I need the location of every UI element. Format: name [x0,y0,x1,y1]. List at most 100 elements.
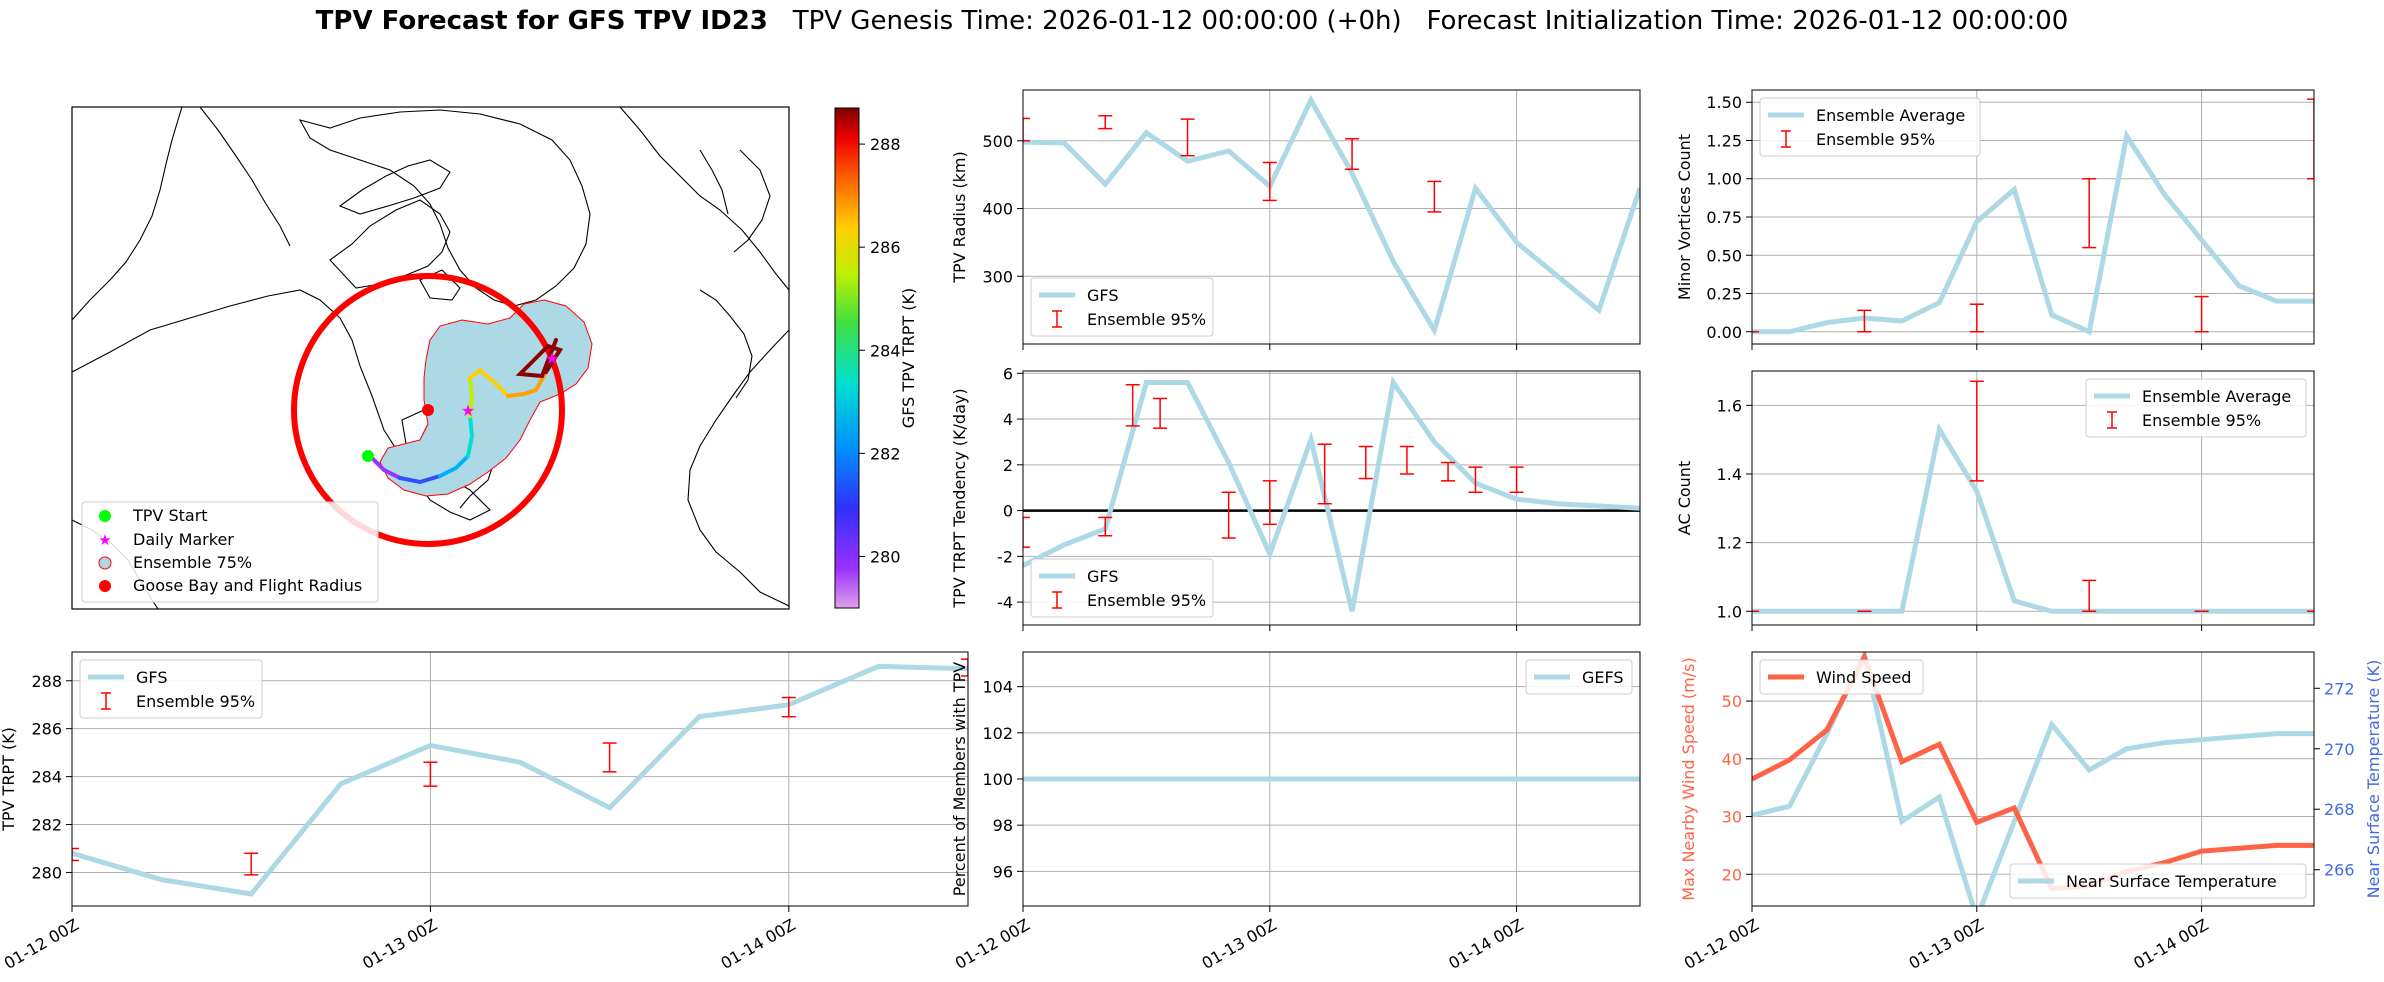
legend-ensemble75: Ensemble 75% [133,553,252,572]
series-ensemble-average [1752,422,2314,614]
y-tick-label: 98 [993,816,1013,835]
legend-label: Ensemble 95% [1087,591,1206,610]
legend-label: GFS [1087,567,1118,586]
chart-trpt: 280 282 284 286 288 01-12 00Z 01-13 00Z 01-14 0… [0,651,969,973]
colorbar-tick-label: 288 [870,135,901,154]
error-bar [72,847,79,862]
chart-tendency: -4 -2 0 2 4 6 TPV TRPT Tendency (K/day) GFS Ense… [950,364,1641,631]
y-tick-label: 1.2 [1717,534,1742,553]
y-tick-label: 100 [982,770,1013,789]
error-bar [244,852,259,876]
figure-title: TPV Forecast for GFS TPV ID23 TPV Genesi… [0,6,2384,36]
legend-wind-secondary: Near Surface Temperature [2009,863,2307,899]
tpv-start-marker [362,450,374,462]
colorbar-tick-label: 280 [870,547,901,566]
y-tick-label: 286 [31,720,62,739]
legend-trpt: GFS Ensemble 95% [79,659,263,719]
legend-label: GEFS [1582,668,1624,687]
axes-frame [1751,370,2315,626]
y-tick-label: 288 [31,672,62,691]
axes-frame [71,651,969,907]
error-bar [2082,579,2097,613]
legend-label: GFS [136,668,167,687]
y-tick-label: 50 [1722,692,1742,711]
legend-tpv-start: TPV Start [132,506,208,525]
error-bar [1317,443,1332,505]
y-tick-label: 30 [1722,808,1742,827]
y-tick-label: 102 [982,724,1013,743]
error-bar [423,761,438,787]
error-bar [781,696,796,718]
y-tick-label: 300 [982,267,1013,286]
y-tick-label: 96 [993,862,1013,881]
error-bar [1262,161,1277,202]
legend-radius: GFS Ensemble 95% [1030,277,1214,337]
y-tick-label: -2 [997,547,1013,566]
legend-goose-bay: Goose Bay and Flight Radius [133,576,362,595]
daily-marker-1: ★ [461,401,475,420]
colorbar-tick-label: 282 [870,444,901,463]
y-tick-label: 1.50 [1706,93,1742,112]
x-tick-label: 01-12 00Z [1681,915,1762,973]
error-bar [1468,466,1483,494]
series-gfs [1023,94,1640,337]
map-panel: ★ ★ TPV Start ★ Daily Marker Ensemble 75… [71,106,790,610]
legend-label: Ensemble Average [1816,106,1965,125]
map-legend: TPV Start ★ Daily Marker Ensemble 75% Go… [81,501,379,603]
error-bar [1427,180,1442,213]
coastline-eurasia [619,107,789,607]
y-tick-label: 2 [1003,456,1013,475]
legend-minor: Ensemble Average Ensemble 95% [1759,97,1981,157]
error-bar [1509,466,1524,494]
x-tick-label: 01-14 00Z [718,915,799,973]
y2-tick-label: 266 [2324,861,2355,880]
axes-frame [1022,370,1641,626]
error-bar [602,742,617,773]
error-bar [1023,117,1030,142]
legend-wind: Wind Speed [1759,659,1924,695]
series-gfs [72,663,968,897]
y-tick-label: 4 [1003,410,1013,429]
chart-wind: 266 268 270 272 Near Surface Temperature (K)… [1679,651,2383,973]
legend-label: GFS [1087,286,1118,305]
y-tick-label: 1.25 [1706,131,1742,150]
y-tick-label: 280 [31,863,62,882]
x-tick-label: 01-13 00Z [1906,915,1987,973]
error-bar [1023,516,1030,548]
colorbar-tick-label: 284 [870,341,901,360]
series-gfs [1023,376,1640,612]
svg-text:★: ★ [98,531,111,549]
y-tick-label: 0.25 [1706,285,1742,304]
coastline-alaska [72,107,291,321]
error-bar [1969,380,1984,482]
plot-area-minor [1752,98,2314,336]
y-tick-label: 284 [31,768,62,787]
y-tick-label: 104 [982,678,1013,697]
goose-bay-marker [422,404,434,416]
error-bar [1221,491,1236,539]
title-main: TPV Forecast for GFS TPV ID23 [315,6,768,36]
legend-label: Ensemble 95% [2142,411,2261,430]
error-bar [2307,98,2314,180]
legend-label: Near Surface Temperature [2066,872,2277,891]
y2-tick-label: 272 [2324,679,2355,698]
x-tick-label: 01-14 00Z [2130,915,2211,973]
title-genesis: TPV Genesis Time: 2026-01-12 00:00:00 (+… [792,6,1402,36]
axes-frame [1751,651,2315,907]
y-tick-label: 0.75 [1706,208,1742,227]
plot-area-trpt [72,658,968,897]
y-tick-label: 282 [31,816,62,835]
error-bar [961,658,968,677]
chart-radius: 300 400 500 TPV Radius (km) GFS Ensemble 95% [950,89,1641,350]
y-tick-label: 0 [1003,502,1013,521]
error-bar [1262,480,1277,526]
coastline-greenland [298,109,591,307]
y-tick-label: 40 [1722,750,1742,769]
legend-label: Ensemble 95% [1087,310,1206,329]
error-bar [2082,177,2097,249]
x-tick-label: 01-13 00Z [359,915,440,973]
x-tick-label: 01-13 00Z [1199,915,1280,973]
x-tick-label: 01-14 00Z [1445,915,1526,973]
